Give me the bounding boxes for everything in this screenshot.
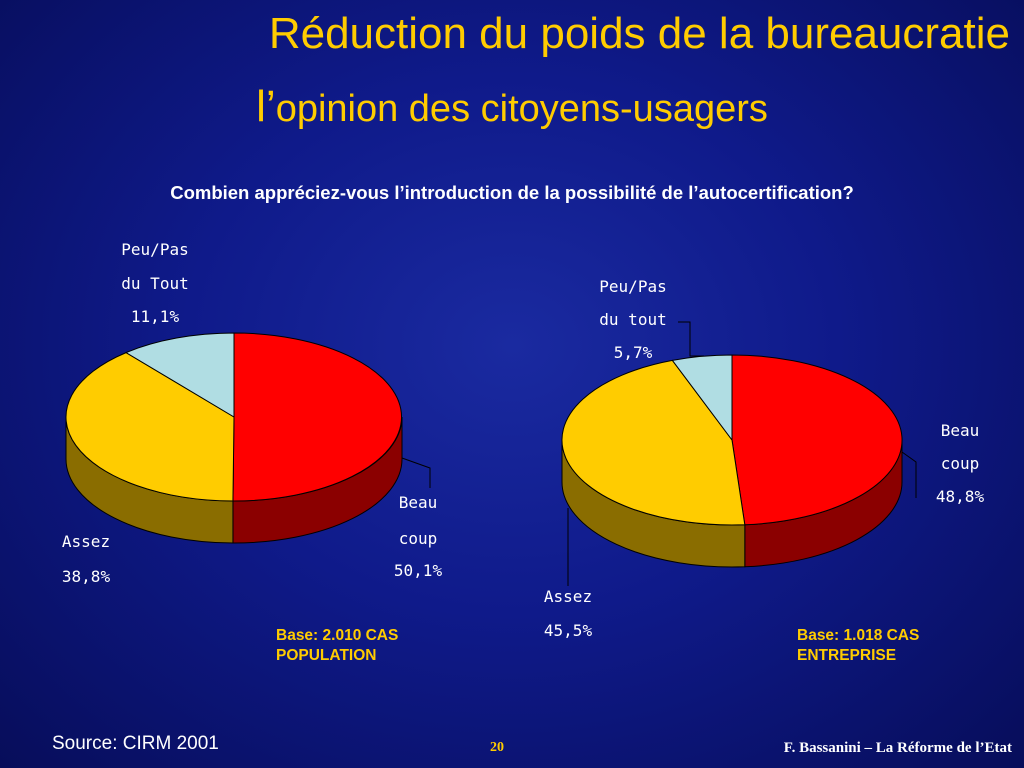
pie-slice-2 [124, 332, 235, 418]
pie-slice-0 [232, 332, 402, 502]
base-note-entreprise-line2: ENTREPRISE [797, 647, 897, 664]
slice-value-label: 11,1% [131, 307, 180, 326]
pie-slice-0 [731, 354, 903, 526]
slice-name-label: du Tout [121, 274, 188, 293]
slice-value-label: 48,8% [936, 487, 985, 506]
slice-name-label: Assez [544, 587, 592, 606]
leader-line-2 [678, 321, 704, 357]
slide-title: Réduction du poids de la bureaucratie [268, 9, 1010, 58]
source-note: Source: CIRM 2001 [52, 733, 219, 754]
slice-value-label: 5,7% [614, 343, 653, 362]
slice-name-label: coup [399, 529, 438, 548]
leader-line-0 [901, 451, 917, 498]
survey-question: Combien appréciez-vous l’introduction de… [170, 182, 854, 203]
footer-credit: F. Bassanini – La Réforme de l’Etat [783, 740, 1012, 756]
pie-slice-1 [561, 359, 746, 526]
pie-chart-population: Beau coup 50,1% Assez 38,8% Peu/Pas du Tout 11,… [62, 240, 443, 586]
slice-value-label: 38,8% [62, 567, 111, 586]
slice-name-label: du tout [599, 310, 666, 329]
slice-name-label: Assez [62, 532, 110, 551]
subtitle-rest: opinion des citoyens-usagers [275, 88, 768, 130]
slice-value-label: 50,1% [394, 561, 443, 580]
slice-name-label: coup [941, 454, 980, 473]
slice-name-label: Peu/Pas [121, 240, 188, 259]
slice-value-label: 45,5% [544, 621, 593, 640]
base-note-population-line2: POPULATION [276, 647, 377, 664]
page-number: 20 [490, 740, 504, 755]
pie-chart-entreprise: Beau coup 48,8% Assez 45,5% Peu/Pas du tout 5,7… [544, 277, 985, 640]
slice-name-label: Beau [941, 421, 980, 440]
base-note-population: Base: 2.010 CAS POPULATION [276, 626, 398, 666]
base-note-entreprise: Base: 1.018 CAS ENTREPRISE [797, 626, 919, 666]
base-note-entreprise-line1: Base: 1.018 CAS [797, 627, 920, 644]
slice-name-label: Beau [399, 493, 438, 512]
leader-line-0 [401, 457, 431, 488]
pie-slice-1 [65, 352, 235, 502]
base-note-population-line1: Base: 2.010 CAS [276, 627, 399, 644]
subtitle-lead: l’ [256, 82, 276, 131]
slice-name-label: Peu/Pas [599, 277, 666, 296]
slide-subtitle: l’opinion des citoyens-usagers [0, 82, 1024, 142]
